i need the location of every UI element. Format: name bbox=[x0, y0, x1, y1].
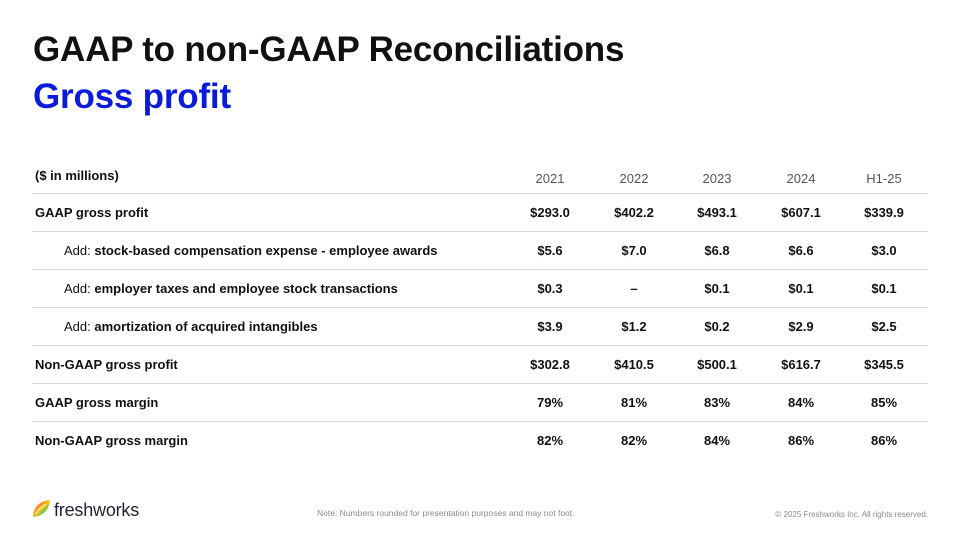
table-cell: $5.6 bbox=[537, 243, 563, 258]
table-row-non-gaap-gross-margin: Non-GAAP gross margin 82% 82% 84% 86% 86… bbox=[32, 422, 928, 459]
table-cell: 83% bbox=[703, 395, 731, 410]
row-label: GAAP gross profit bbox=[35, 205, 148, 220]
row-label: Non-GAAP gross profit bbox=[35, 357, 178, 372]
row-label: Add: employer taxes and employee stock t… bbox=[64, 281, 398, 296]
table-cell: $2.9 bbox=[788, 319, 814, 334]
table-row-gaap-gross-profit: GAAP gross profit $293.0 $402.2 $493.1 $… bbox=[32, 194, 928, 232]
table-cell: 86% bbox=[787, 433, 815, 448]
row-label: GAAP gross margin bbox=[35, 395, 158, 410]
column-header: 2023 bbox=[702, 171, 732, 186]
row-label-text: amortization of acquired intangibles bbox=[94, 319, 318, 334]
table-cell: 84% bbox=[787, 395, 815, 410]
row-label-text: employer taxes and employee stock transa… bbox=[94, 281, 398, 296]
table-cell: 81% bbox=[620, 395, 648, 410]
table-cell: $0.2 bbox=[704, 319, 730, 334]
table-cell: 86% bbox=[870, 433, 898, 448]
column-header: 2024 bbox=[786, 171, 816, 186]
table-cell: 82% bbox=[620, 433, 648, 448]
footnote: Note: Numbers rounded for presentation p… bbox=[317, 508, 575, 518]
table-cell: $0.3 bbox=[537, 281, 563, 296]
freshworks-logo: freshworks bbox=[31, 498, 139, 523]
table-cell: $493.1 bbox=[697, 205, 737, 220]
table-cell: $0.1 bbox=[788, 281, 814, 296]
column-header: H1-25 bbox=[866, 171, 902, 186]
table-cell: $500.1 bbox=[697, 357, 737, 372]
table-cell: $402.2 bbox=[614, 205, 654, 220]
table-cell: $0.1 bbox=[871, 281, 897, 296]
row-label-text: Non-GAAP gross margin bbox=[35, 433, 188, 448]
table-cell: $2.5 bbox=[871, 319, 897, 334]
table-cell: $339.9 bbox=[864, 205, 904, 220]
row-label: Add: amortization of acquired intangible… bbox=[64, 319, 318, 334]
table-row-amortization: Add: amortization of acquired intangible… bbox=[32, 308, 928, 346]
row-label-text: GAAP gross profit bbox=[35, 205, 149, 220]
column-header: 2022 bbox=[619, 171, 649, 186]
table-cell: $0.1 bbox=[704, 281, 730, 296]
table-cell: $293.0 bbox=[530, 205, 570, 220]
table-cell: 79% bbox=[536, 395, 564, 410]
row-label-text: Non-GAAP gross profit bbox=[35, 357, 178, 372]
row-label-prefix: Add: bbox=[64, 243, 95, 258]
table-cell: 82% bbox=[536, 433, 564, 448]
row-label-text: stock-based compensation expense - emplo… bbox=[94, 243, 438, 258]
copyright-text: © 2025 Freshworks Inc. All rights reserv… bbox=[775, 510, 928, 519]
table-cell: $3.9 bbox=[537, 319, 563, 334]
table-header-row: ($ in millions) 2021 2022 2023 2024 H1-2… bbox=[32, 158, 928, 194]
table-cell: – bbox=[630, 281, 638, 296]
freshworks-logo-icon bbox=[31, 498, 51, 523]
reconciliation-table: ($ in millions) 2021 2022 2023 2024 H1-2… bbox=[32, 158, 928, 459]
table-cell: $6.6 bbox=[788, 243, 814, 258]
table-cell: $345.5 bbox=[864, 357, 904, 372]
row-label-text: GAAP gross margin bbox=[35, 395, 159, 410]
table-row-gaap-gross-margin: GAAP gross margin 79% 81% 83% 84% 85% bbox=[32, 384, 928, 422]
table-cell: $3.0 bbox=[871, 243, 897, 258]
row-label-prefix: Add: bbox=[64, 319, 95, 334]
row-label-prefix: Add: bbox=[64, 281, 95, 296]
table-cell: $410.5 bbox=[614, 357, 654, 372]
table-cell: $607.1 bbox=[781, 205, 821, 220]
table-cell: 85% bbox=[870, 395, 898, 410]
column-header: 2021 bbox=[535, 171, 565, 186]
slide-title: GAAP to non-GAAP Reconciliations bbox=[33, 30, 625, 69]
table-row-sbc-expense: Add: stock-based compensation expense - … bbox=[32, 232, 928, 270]
table-cell: $302.8 bbox=[530, 357, 570, 372]
table-cell: $616.7 bbox=[781, 357, 821, 372]
table-cell: $1.2 bbox=[621, 319, 647, 334]
row-label: Non-GAAP gross margin bbox=[35, 433, 188, 448]
table-cell: $7.0 bbox=[621, 243, 647, 258]
table-cell: 84% bbox=[703, 433, 731, 448]
logo-wordmark: freshworks bbox=[54, 500, 140, 520]
unit-label: ($ in millions) bbox=[35, 168, 119, 183]
table-cell: $6.8 bbox=[704, 243, 730, 258]
table-row-employer-taxes: Add: employer taxes and employee stock t… bbox=[32, 270, 928, 308]
slide-subtitle: Gross profit bbox=[33, 77, 231, 116]
table-row-non-gaap-gross-profit: Non-GAAP gross profit $302.8 $410.5 $500… bbox=[32, 346, 928, 384]
row-label: Add: stock-based compensation expense - … bbox=[64, 243, 438, 258]
